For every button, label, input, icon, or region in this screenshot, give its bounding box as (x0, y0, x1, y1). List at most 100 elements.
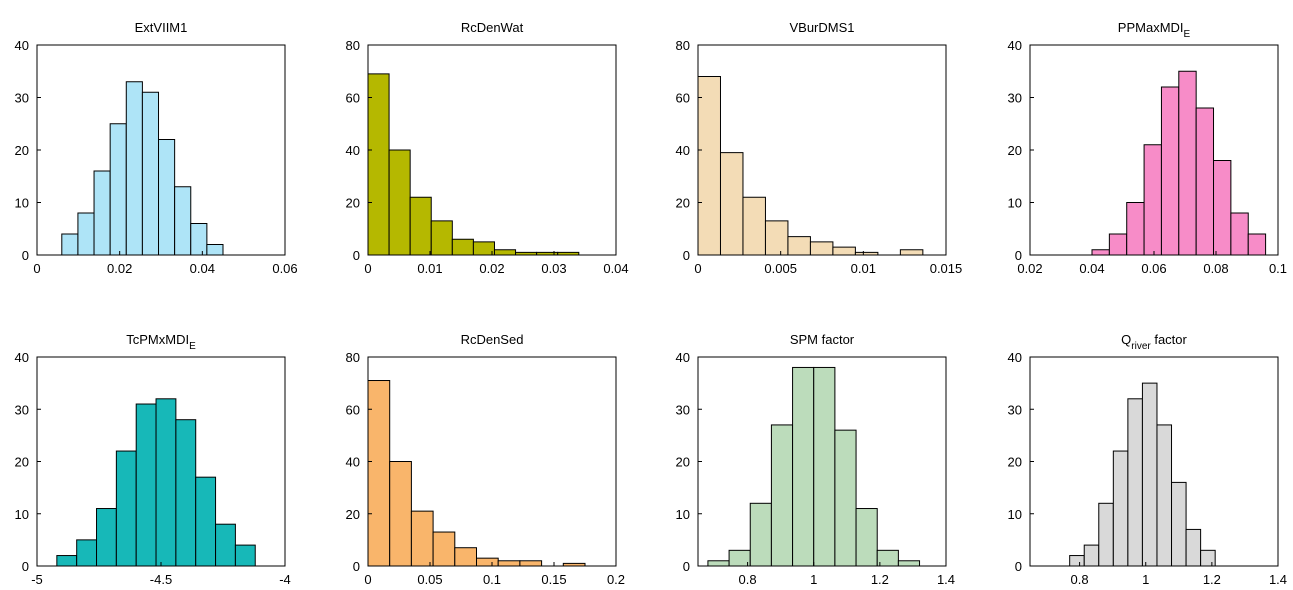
bar (76, 539, 98, 567)
bar (93, 170, 111, 256)
bar (1200, 549, 1216, 567)
x-tick-label: 0.08 (1203, 261, 1228, 276)
bar (125, 81, 143, 256)
bar (832, 246, 856, 256)
title-subscript: E (189, 341, 196, 352)
bar (787, 236, 811, 256)
y-tick-label: 80 (346, 350, 360, 365)
bar (809, 241, 834, 256)
y-tick-label: 0 (353, 559, 360, 574)
bar (174, 186, 192, 256)
bar (155, 398, 177, 567)
title-text: PPMaxMDI (1118, 20, 1184, 35)
bar (195, 476, 217, 567)
y-tick-label: 40 (15, 350, 29, 365)
bar (388, 149, 411, 256)
x-tick-label: 1 (810, 572, 817, 587)
x-tick-label: 1.4 (1269, 572, 1287, 587)
x-tick-label: 0.04 (603, 261, 628, 276)
y-tick-label: 80 (676, 38, 690, 53)
y-tick-label: 20 (346, 507, 360, 522)
x-tick-label: -4.5 (150, 572, 172, 587)
x-tick-label: 0.1 (1269, 261, 1287, 276)
bar (451, 238, 474, 256)
y-tick-label: 10 (1008, 196, 1022, 211)
bar (1195, 107, 1215, 256)
bar (1127, 398, 1143, 567)
x-tick-label: 1 (1142, 572, 1149, 587)
y-tick-label: 20 (1008, 455, 1022, 470)
bar (1098, 502, 1114, 567)
bar (876, 549, 899, 567)
bar (813, 366, 836, 567)
x-tick-label: 0.1 (483, 572, 501, 587)
x-tick-label: 0.8 (739, 572, 757, 587)
bar (410, 510, 434, 567)
bar (1108, 233, 1128, 256)
bar (707, 560, 730, 567)
bar (719, 152, 744, 256)
chart-title: ExtVIIM1 (135, 20, 188, 35)
bar (1230, 212, 1249, 256)
y-tick-label: 0 (1015, 248, 1022, 263)
bar (115, 450, 137, 567)
x-tick-label: 0 (694, 261, 701, 276)
x-tick-label: 1.2 (871, 572, 889, 587)
bar (1247, 233, 1267, 256)
bar (234, 544, 256, 567)
y-tick-label: 80 (346, 38, 360, 53)
x-tick-label: 0.005 (764, 261, 797, 276)
bar (749, 502, 772, 567)
bar (1069, 555, 1085, 567)
y-tick-label: 0 (683, 248, 690, 263)
chart-title: RcDenSed (461, 332, 524, 347)
bar (141, 91, 160, 256)
bar (430, 220, 453, 256)
y-tick-label: 0 (353, 248, 360, 263)
bar (432, 531, 456, 567)
y-tick-label: 0 (1015, 559, 1022, 574)
bar (158, 139, 176, 256)
y-tick-label: 30 (676, 402, 690, 417)
x-tick-label: 0.06 (1141, 261, 1166, 276)
bar (1126, 202, 1145, 256)
bar (728, 549, 751, 567)
x-tick-label: -4 (279, 572, 291, 587)
bar (1213, 160, 1232, 256)
title-text: Q (1121, 332, 1131, 347)
y-tick-label: 10 (1008, 507, 1022, 522)
x-tick-label: 0.02 (479, 261, 504, 276)
x-tick-label: 0.01 (417, 261, 442, 276)
bar (493, 249, 517, 256)
y-tick-label: 10 (15, 507, 29, 522)
bar (215, 523, 236, 567)
title-subscript: river (1131, 341, 1151, 352)
chart-title: SPM factor (790, 332, 855, 347)
y-tick-label: 40 (1008, 350, 1022, 365)
bar (897, 560, 921, 567)
bar (135, 403, 157, 567)
x-tick-label: 0.03 (541, 261, 566, 276)
bar (61, 233, 79, 256)
x-tick-label: 0 (364, 572, 371, 587)
y-tick-label: 40 (15, 38, 29, 53)
x-tick-label: 0.05 (417, 572, 442, 587)
bar (409, 196, 432, 256)
bar (697, 76, 721, 256)
x-tick-label: 0.2 (607, 572, 625, 587)
x-tick-label: 0.015 (930, 261, 963, 276)
x-tick-label: 0.04 (190, 261, 215, 276)
x-tick-label: 0.8 (1071, 572, 1089, 587)
bar (367, 73, 390, 256)
bar (1083, 544, 1100, 567)
bar (472, 241, 495, 256)
bar (367, 380, 391, 567)
x-tick-label: 0.01 (851, 261, 876, 276)
bar (1141, 382, 1158, 567)
y-tick-label: 10 (676, 507, 690, 522)
bar (497, 560, 521, 567)
title-text: factor (1151, 332, 1188, 347)
y-tick-label: 40 (346, 143, 360, 158)
y-tick-label: 60 (346, 91, 360, 106)
bar (206, 244, 224, 256)
